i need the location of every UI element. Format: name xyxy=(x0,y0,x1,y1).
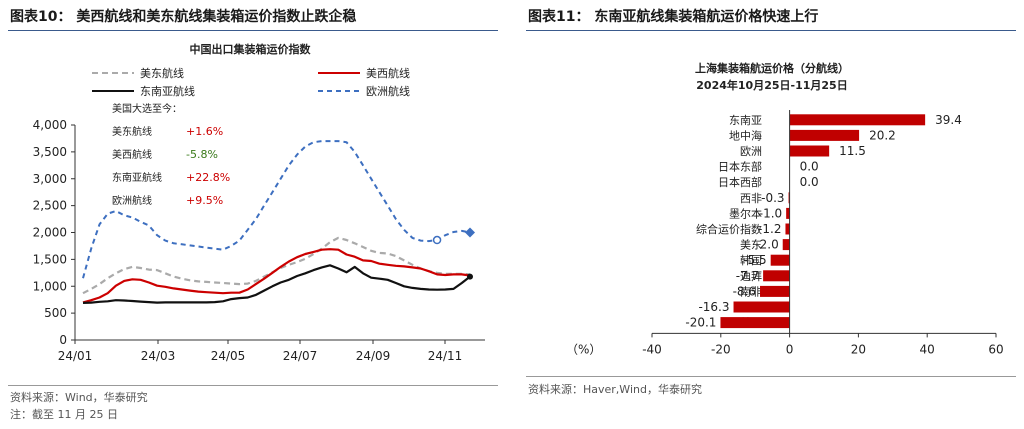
left-figure-title: 图表10： 美西航线和美东航线集装箱运价指数止跌企稳 xyxy=(10,9,357,25)
data-label: 0.0 xyxy=(800,160,819,174)
bar xyxy=(788,192,790,204)
bar xyxy=(720,317,790,329)
bar xyxy=(763,270,790,282)
x-tick-label: 24/09 xyxy=(356,349,391,363)
data-label: -2.0 xyxy=(755,238,778,252)
data-label: -20.1 xyxy=(685,316,716,330)
bar xyxy=(733,301,790,313)
category-label: 美东 xyxy=(740,239,762,252)
annotation-value: -5.8% xyxy=(186,148,218,161)
annotation-title: 美国大选至今： xyxy=(112,102,182,115)
x-tick-label: 24/05 xyxy=(211,349,246,363)
y-tick-label: 0 xyxy=(59,333,67,347)
data-label: 0.0 xyxy=(800,175,819,189)
bar xyxy=(789,129,860,141)
category-label: 东南亚 xyxy=(729,114,762,127)
y-tick-label: 4,000 xyxy=(33,118,67,132)
legend-label: 东南亚航线 xyxy=(140,84,195,98)
series-line xyxy=(82,140,471,279)
series-marker xyxy=(465,227,475,238)
left-title-rule xyxy=(8,30,498,31)
series-marker xyxy=(467,273,473,280)
data-label: -5.5 xyxy=(743,253,766,267)
bar xyxy=(789,114,926,126)
x-tick-label: -40 xyxy=(642,342,662,356)
annotation-value: +1.6% xyxy=(186,125,223,138)
data-label: -1.0 xyxy=(759,206,782,220)
y-tick-label: 2,500 xyxy=(33,199,67,213)
annotation-label: 美西航线 xyxy=(112,148,152,161)
data-label: 20.2 xyxy=(869,128,896,142)
annotation-label: 东南亚航线 xyxy=(112,171,162,184)
category-label: 韩国 xyxy=(740,253,762,267)
x-tick-label: 24/11 xyxy=(428,349,463,363)
left-note-text: 注：截至 11 月 25 日 xyxy=(10,408,118,421)
data-label: -1.2 xyxy=(758,222,781,236)
bar xyxy=(760,285,790,297)
bar xyxy=(789,145,830,157)
right-figure-title: 图表11： 东南亚航线集装箱航运价格快速上行 xyxy=(528,9,819,25)
annotation-value: +22.8% xyxy=(186,171,230,184)
chart-subtitle: 2024年10月25日-11月25日 xyxy=(696,78,847,92)
x-tick-label: 40 xyxy=(920,342,935,356)
data-label: -16.3 xyxy=(698,300,729,314)
x-tick-label: 24/07 xyxy=(283,349,318,363)
bar xyxy=(786,207,790,219)
right-title-rule xyxy=(526,30,1016,31)
annotation-value: +9.5% xyxy=(186,194,223,207)
category-label: 西非 xyxy=(740,192,762,205)
chart-title: 中国出口集装箱运价指数 xyxy=(190,42,312,56)
category-label: 欧洲 xyxy=(740,145,762,158)
legend-label: 美西航线 xyxy=(366,66,410,80)
y-tick-label: 2,000 xyxy=(33,226,67,240)
category-label: 日本西部 xyxy=(718,175,762,189)
y-tick-label: 3,000 xyxy=(33,172,67,186)
series-line xyxy=(82,264,471,304)
category-label: 南非 xyxy=(740,285,762,298)
series-line xyxy=(82,248,471,304)
x-tick-label: 20 xyxy=(851,342,866,356)
category-label: 综合运价指数 xyxy=(696,222,762,236)
right-source-text: 资料来源：Haver,Wind，华泰研究 xyxy=(528,383,702,396)
unit-label: （%） xyxy=(566,342,601,356)
y-tick-label: 1,000 xyxy=(33,279,67,293)
x-tick-label: -20 xyxy=(711,342,731,356)
annotation-label: 美东航线 xyxy=(112,125,152,138)
x-tick-label: 0 xyxy=(786,342,794,356)
legend-label: 美东航线 xyxy=(140,66,184,80)
data-label: -8.6 xyxy=(733,284,756,298)
y-tick-label: 1,500 xyxy=(33,252,67,266)
y-tick-label: 500 xyxy=(44,306,67,320)
category-label: 地中海 xyxy=(729,128,762,142)
x-tick-label: 60 xyxy=(988,342,1003,356)
y-tick-label: 3,500 xyxy=(33,145,67,159)
category-label: 墨尔本 xyxy=(729,206,762,220)
data-label: -0.3 xyxy=(761,191,784,205)
chart-title: 上海集装箱航运价格（分航线） xyxy=(695,61,849,75)
category-label: 迪拜 xyxy=(740,270,762,283)
data-label: 11.5 xyxy=(839,144,866,158)
annotation-label: 欧洲航线 xyxy=(112,194,152,207)
x-tick-label: 24/03 xyxy=(141,349,176,363)
data-label: -7.7 xyxy=(736,269,759,283)
series-marker xyxy=(432,235,442,245)
left-source-text: 资料来源：Wind，华泰研究 xyxy=(10,391,148,404)
left-source-rule xyxy=(8,385,498,386)
legend-label: 欧洲航线 xyxy=(366,84,410,98)
x-tick-label: 24/01 xyxy=(58,349,93,363)
bar xyxy=(785,223,790,235)
right-source-rule xyxy=(526,376,1016,377)
bar xyxy=(770,254,790,266)
category-label: 日本东部 xyxy=(718,160,762,174)
bar xyxy=(782,239,790,251)
data-label: 39.4 xyxy=(935,113,962,127)
